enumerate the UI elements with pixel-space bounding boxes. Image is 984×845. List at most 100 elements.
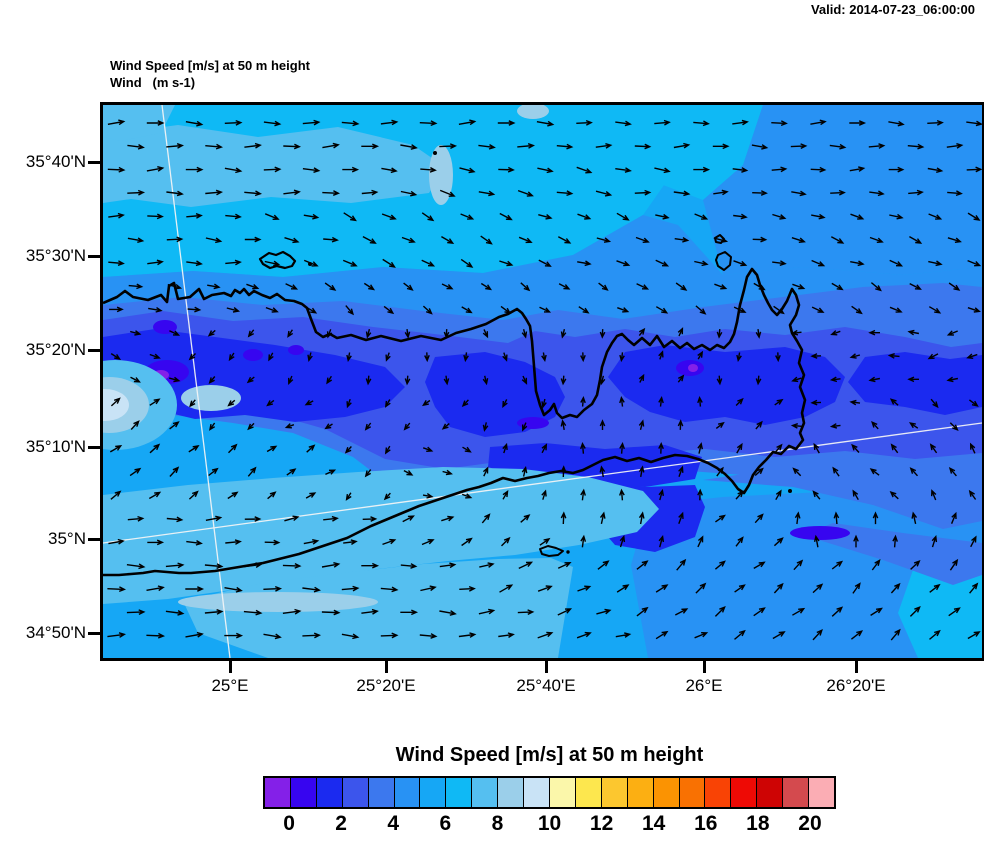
wind-arrow xyxy=(482,422,489,432)
wind-arrow xyxy=(775,489,782,501)
wind-arrow xyxy=(811,213,826,220)
contour-dark xyxy=(425,352,565,437)
colorbar-tick-2: 2 xyxy=(335,812,347,835)
wind-arrow xyxy=(498,632,515,638)
wind-arrow xyxy=(772,213,787,220)
colorbar-cell-8 xyxy=(472,778,499,807)
wind-arrow xyxy=(364,469,372,478)
wind-arrow xyxy=(502,352,508,362)
wind-arrow xyxy=(302,167,321,173)
wind-arrow xyxy=(186,539,203,546)
wind-arrow xyxy=(169,376,181,383)
wind-arrow xyxy=(634,143,652,150)
coastline-crete xyxy=(103,267,807,577)
wind-arrow xyxy=(400,609,419,616)
wind-arrow xyxy=(715,421,725,429)
wind-arrow xyxy=(420,585,437,592)
colorbar-tick-0: 0 xyxy=(283,812,295,835)
wind-arrow xyxy=(811,306,825,313)
wind-arrow xyxy=(361,189,379,196)
wind-arrow xyxy=(556,190,574,197)
wind-arrow xyxy=(638,511,645,525)
wind-arrow xyxy=(147,539,165,546)
lon-label-1: 25°20'E xyxy=(356,676,416,695)
wind-arrow xyxy=(929,629,941,640)
wind-arrow xyxy=(517,143,535,149)
wind-arrow xyxy=(381,213,397,220)
wind-arrow xyxy=(521,375,528,385)
wind-arrow xyxy=(442,469,453,476)
wind-arrow xyxy=(146,585,165,592)
wind-arrow xyxy=(851,305,863,315)
wind-arrow xyxy=(322,142,340,149)
wind-arrow xyxy=(147,259,164,266)
wind-arrow xyxy=(966,353,978,359)
wind-arrow xyxy=(225,213,242,220)
contour-royal xyxy=(703,465,982,529)
wind-arrow xyxy=(733,260,748,267)
wind-arrow xyxy=(578,306,590,314)
wind-arrow xyxy=(619,488,625,501)
wind-arrow xyxy=(227,399,236,407)
wind-arrow xyxy=(265,306,279,313)
wind-arrow xyxy=(400,144,418,150)
wind-arrow xyxy=(517,189,534,197)
wind-arrow xyxy=(420,166,437,173)
wind-arrow xyxy=(887,353,900,359)
colorbar-cell-17 xyxy=(705,778,732,807)
wind-arrow xyxy=(560,465,567,478)
island-chrysi xyxy=(539,545,564,557)
wind-arrow xyxy=(577,213,592,220)
wind-arrow xyxy=(365,329,372,339)
wind-arrow xyxy=(890,582,901,594)
lat-label-3: 35°10'N xyxy=(25,437,86,456)
wind-arrow xyxy=(364,422,372,431)
wind-arrow xyxy=(305,492,317,499)
wind-arrow xyxy=(381,167,398,174)
wind-arrow xyxy=(303,539,320,545)
wind-arrow xyxy=(658,534,665,548)
contour-pale xyxy=(517,105,549,119)
wind-arrow xyxy=(207,283,221,290)
wind-arrow xyxy=(599,375,606,386)
wind-arrow xyxy=(126,609,146,616)
wind-arrow xyxy=(209,422,216,431)
wind-arrow xyxy=(323,515,339,522)
wind-arrow xyxy=(482,329,489,339)
wind-arrow xyxy=(654,167,671,174)
wind-arrow xyxy=(946,143,964,149)
wind-arrow xyxy=(537,631,554,639)
wind-arrow xyxy=(947,237,962,243)
wind-arrow xyxy=(321,562,341,568)
lat-tick xyxy=(88,254,103,258)
contour-violet xyxy=(243,349,263,361)
wind-arrow xyxy=(499,260,514,267)
graticule-parallel-35N xyxy=(103,422,982,544)
wind-arrow xyxy=(185,120,204,127)
wind-arrow xyxy=(967,307,981,313)
wind-arrow xyxy=(286,468,297,476)
colorbar-cell-2 xyxy=(316,778,343,807)
wind-arrow xyxy=(849,399,861,406)
colorbar-cell-21 xyxy=(809,778,834,807)
wind-arrow xyxy=(735,397,744,406)
colorbar-tick-4: 4 xyxy=(387,812,400,835)
wind-arrow xyxy=(950,511,957,524)
wind-arrow xyxy=(655,213,670,220)
wind-arrow xyxy=(771,166,788,173)
map-frame xyxy=(100,102,984,661)
wind-arrow xyxy=(714,283,728,290)
wind-arrow xyxy=(697,535,704,548)
islet-koufonisi xyxy=(788,489,792,493)
contour-royal xyxy=(803,523,982,585)
wind-arrow xyxy=(929,443,938,454)
wind-arrow xyxy=(541,398,547,409)
colorbar-tick-16: 16 xyxy=(694,812,718,835)
wind-arrow xyxy=(735,536,744,547)
wind-arrow xyxy=(869,468,880,476)
wind-arrow xyxy=(458,632,477,638)
wind-arrow xyxy=(324,423,333,430)
colorbar-cell-1 xyxy=(290,778,317,807)
wind-arrow xyxy=(283,143,302,150)
wind-arrow xyxy=(147,213,164,220)
